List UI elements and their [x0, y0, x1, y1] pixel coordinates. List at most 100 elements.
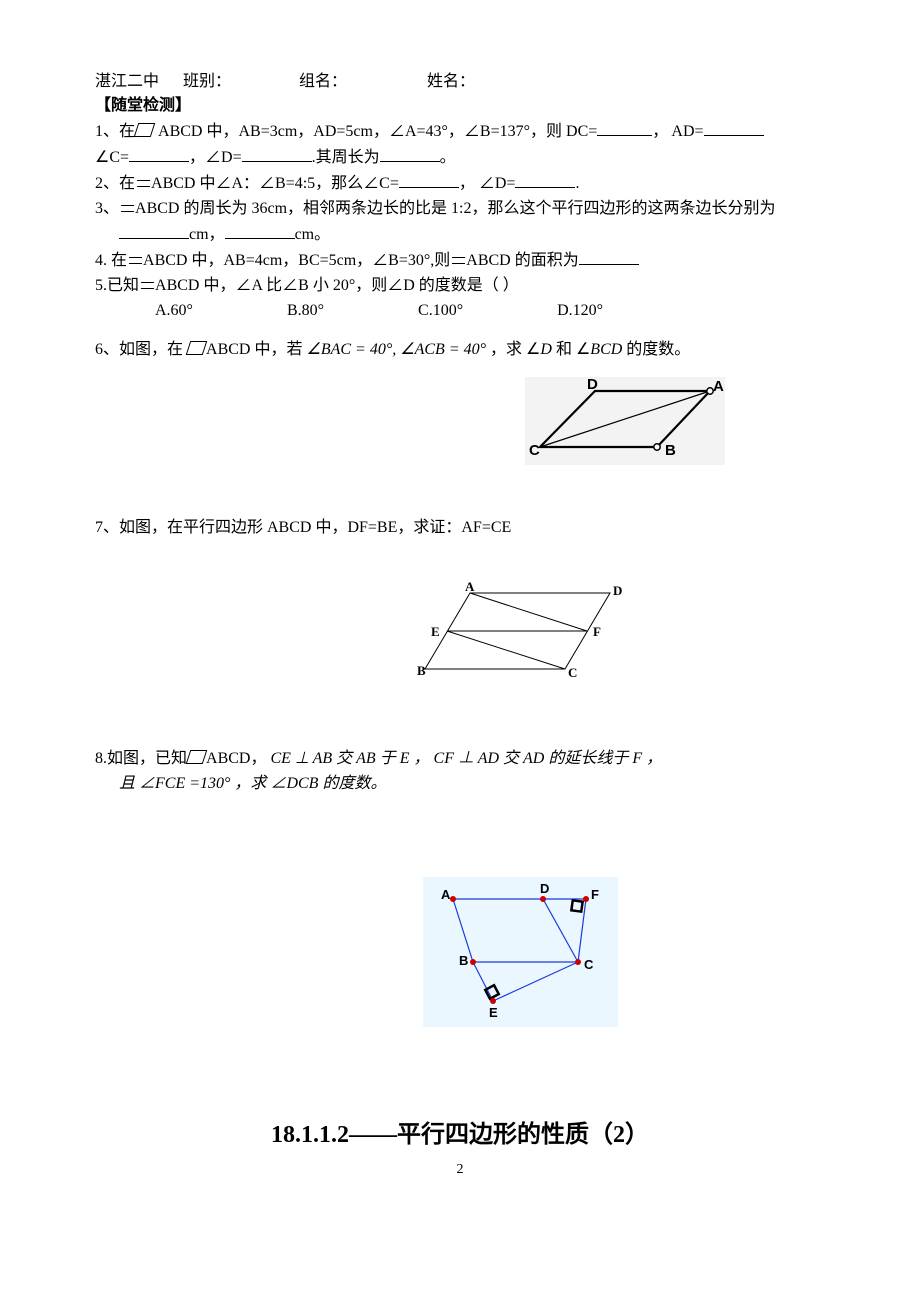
- class-label: 班别：: [183, 73, 231, 90]
- question-1: 1、在 ABCD 中，AB=3cm，AD=5cm，∠A=43°，∠B=137°，…: [95, 119, 825, 144]
- q8-prefix: 8.如图，已知: [95, 750, 187, 767]
- spacer: [95, 323, 825, 337]
- blank: [597, 119, 652, 136]
- parallelogram-icon: [134, 123, 156, 137]
- q2-a: 2、在: [95, 175, 135, 192]
- header-line: 湛江二中 班别： 组名： 姓名：: [95, 70, 825, 94]
- question-8-line2: 且 ∠FCE =130° ，求 ∠DCB 的度数。: [95, 772, 825, 796]
- page-number: 2: [95, 1159, 825, 1180]
- q8-line1: CE ⊥ AB 交 AB 于 E ， CF ⊥ AD 交 AD 的延长线于 F …: [270, 750, 662, 767]
- q6-mid: ABCD 中，若: [206, 341, 306, 358]
- blank: [129, 145, 189, 162]
- svg-text:A: A: [465, 581, 475, 594]
- svg-text:B: B: [665, 442, 676, 459]
- svg-text:C: C: [568, 665, 577, 680]
- q7-text: 7、如图，在平行四边形 ABCD 中，DF=BE，求证：AF=CE: [95, 519, 511, 536]
- q3-body: ABCD 的周长为 36cm，相邻两条边长的比是 1:2，那么这个平行四边形的这…: [135, 200, 775, 217]
- parallelogram-icon: [128, 255, 142, 265]
- figure-8-wrap: A B C D E F: [95, 877, 825, 1027]
- svg-text:C: C: [584, 957, 594, 972]
- q1-prefix: 1、在: [95, 123, 135, 140]
- q1-l2c: .其周长为: [312, 149, 380, 166]
- question-2: 2、在 ABCD 中∠A：∠B=4:5，那么∠C= ， ∠D=.: [95, 171, 825, 196]
- question-5: 5.已知 ABCD 中，∠A 比∠B 小 20°，则∠D 的度数是（ ）: [95, 274, 825, 298]
- q1-l2d: 。: [440, 149, 456, 166]
- choice-b: B.80°: [287, 299, 324, 323]
- blank: [579, 248, 639, 265]
- q6-suffix: ，求 ∠D 和 ∠BCD 的度数。: [486, 341, 690, 358]
- svg-text:D: D: [613, 583, 622, 598]
- blank: [515, 171, 575, 188]
- svg-text:E: E: [489, 1005, 498, 1020]
- question-6: 6、如图，在 ABCD 中，若 ∠BAC = 40°, ∠ACB = 40° ，…: [95, 338, 825, 362]
- q1-l2a: ∠C=: [95, 149, 129, 166]
- spacer: [95, 541, 825, 581]
- q1-body: ABCD 中，AB=3cm，AD=5cm，∠A=43°，∠B=137°，则 DC…: [158, 123, 597, 140]
- q8-line2: 且 ∠FCE =130° ，求 ∠DCB 的度数。: [119, 775, 386, 792]
- spacer: [95, 363, 825, 377]
- figure-6-wrap: A B C D: [95, 377, 825, 465]
- blank: [119, 222, 189, 239]
- question-5-choices: A.60° B.80° C.100° D.120°: [95, 299, 825, 323]
- choice-a: A.60°: [155, 299, 193, 323]
- q3-end: cm。: [295, 226, 331, 243]
- group-label: 组名：: [299, 73, 347, 90]
- q1-l2b: ，∠D=: [189, 149, 242, 166]
- q2-body: ABCD 中∠A：∠B=4:5，那么∠C=: [151, 175, 399, 192]
- figure-7-wrap: A B C D E F: [95, 581, 825, 686]
- blank: [399, 171, 459, 188]
- parallelogram-icon: [140, 280, 154, 290]
- q3-mid: cm，: [189, 226, 225, 243]
- svg-text:B: B: [459, 953, 468, 968]
- q2-mid: ， ∠D=: [459, 175, 516, 192]
- parallelogram-icon: [451, 255, 465, 265]
- figure-6: A B C D: [525, 377, 725, 465]
- parallelogram-icon: [120, 203, 134, 213]
- blank: [242, 145, 312, 162]
- q6-math: ∠BAC = 40°, ∠ACB = 40°: [306, 341, 486, 358]
- q4-body: ABCD 中，AB=4cm，BC=5cm，∠B=30°,则: [143, 252, 450, 269]
- choice-d: D.120°: [557, 299, 603, 323]
- svg-text:C: C: [529, 442, 540, 459]
- section-title: 【随堂检测】: [95, 94, 825, 118]
- svg-text:D: D: [540, 881, 549, 896]
- next-section-title: 18.1.1.2——平行四边形的性质（2）: [95, 1117, 825, 1153]
- name-label: 姓名：: [427, 73, 475, 90]
- parallelogram-icon: [186, 750, 208, 764]
- q3-prefix: 3、: [95, 200, 119, 217]
- school-name: 湛江二中: [95, 73, 159, 90]
- q4-a: 4. 在: [95, 252, 127, 269]
- q6-prefix: 6、如图，在: [95, 341, 187, 358]
- spacer: [95, 465, 825, 515]
- svg-text:D: D: [587, 377, 598, 393]
- svg-text:F: F: [591, 887, 599, 902]
- parallelogram-icon: [136, 178, 150, 188]
- q5-body: ABCD 中，∠A 比∠B 小 20°，则∠D 的度数是（ ）: [155, 277, 519, 294]
- question-7: 7、如图，在平行四边形 ABCD 中，DF=BE，求证：AF=CE: [95, 516, 825, 540]
- choice-c: C.100°: [418, 299, 463, 323]
- svg-text:B: B: [417, 663, 426, 678]
- question-4: 4. 在 ABCD 中，AB=4cm，BC=5cm，∠B=30°,则 ABCD 的面…: [95, 248, 825, 273]
- question-1-line2: ∠C= ，∠D= .其周长为 。: [95, 145, 825, 170]
- figure-7: A B C D E F: [415, 581, 625, 686]
- question-3: 3、 ABCD 的周长为 36cm，相邻两条边长的比是 1:2，那么这个平行四边形…: [95, 197, 825, 221]
- spacer: [95, 686, 825, 746]
- q4-body2: ABCD 的面积为: [466, 252, 578, 269]
- question-3-line2: cm， cm。: [95, 222, 825, 247]
- svg-text:E: E: [431, 624, 440, 639]
- parallelogram-icon: [186, 341, 208, 355]
- svg-text:A: A: [713, 378, 724, 395]
- blank: [225, 222, 295, 239]
- svg-text:F: F: [593, 624, 601, 639]
- q2-end: .: [575, 175, 579, 192]
- blank: [380, 145, 440, 162]
- blank: [704, 119, 764, 136]
- spacer: [95, 797, 825, 877]
- svg-text:A: A: [441, 887, 451, 902]
- figure-8: A B C D E F: [423, 877, 618, 1027]
- worksheet-page: 湛江二中 班别： 组名： 姓名： 【随堂检测】 1、在 ABCD 中，AB=3c…: [0, 0, 920, 1220]
- q5-text: 5.已知: [95, 277, 139, 294]
- q8-shape: ABCD，: [206, 750, 266, 767]
- q1-mid: ， AD=: [652, 123, 703, 140]
- question-8: 8.如图，已知 ABCD， CE ⊥ AB 交 AB 于 E ， CF ⊥ AD …: [95, 747, 825, 771]
